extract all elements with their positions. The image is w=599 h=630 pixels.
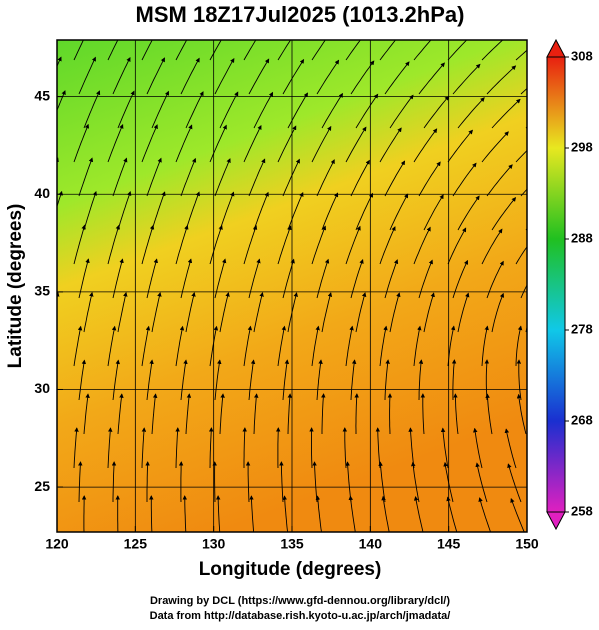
streamline: [40, 428, 43, 468]
colorbar-tick-label: 258: [571, 503, 593, 518]
x-tick-label: 130: [202, 536, 226, 552]
streamline: [40, 225, 50, 264]
x-tick-label: 125: [124, 536, 148, 552]
streamline: [40, 125, 54, 163]
y-tick-label: 25: [34, 478, 50, 494]
x-tick-label: 120: [45, 536, 69, 552]
colorbar: [547, 57, 565, 512]
colorbar-extend-bottom: [547, 512, 565, 529]
colorbar-tick-label: 308: [571, 48, 593, 63]
x-tick-label: 145: [437, 536, 461, 552]
colorbar-extend-top: [547, 40, 565, 57]
x-tick-label: 150: [515, 536, 539, 552]
colorbar-tick-label: 268: [571, 412, 593, 427]
streamline: [526, 294, 539, 332]
x-axis-label: Longitude (degrees): [199, 559, 382, 580]
streamline: [40, 327, 47, 366]
credit-line: Data from http://database.rish.kyoto-u.a…: [150, 610, 451, 622]
streamline: [50, 394, 54, 434]
colorbar-tick-label: 298: [571, 139, 593, 154]
colorbar-tick-label: 288: [571, 230, 593, 245]
y-tick-label: 35: [34, 283, 50, 299]
streamline: [312, 428, 313, 468]
credit-line: Drawing by DCL (https://www.gfd-dennou.o…: [150, 595, 450, 607]
y-tick-label: 30: [34, 380, 50, 396]
map-title: MSM 18Z17Jul2025 (1013.2hPa): [136, 2, 465, 27]
y-axis-label: Latitude (degrees): [5, 204, 26, 369]
x-tick-label: 135: [280, 536, 304, 552]
y-tick-label: 45: [34, 87, 50, 103]
colorbar-tick-label: 278: [571, 321, 593, 336]
streamline: [50, 496, 51, 536]
x-tick-label: 140: [359, 536, 383, 552]
y-tick-label: 40: [34, 185, 50, 201]
streamline: [40, 24, 57, 60]
